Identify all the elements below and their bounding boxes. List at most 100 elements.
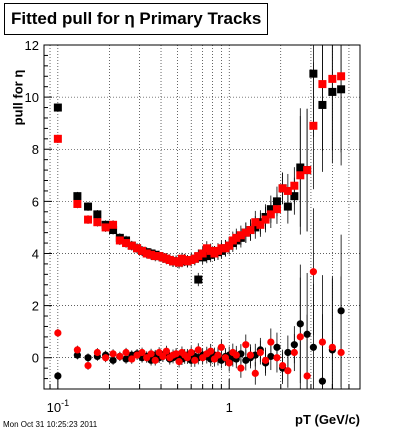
data-point-s3 xyxy=(309,343,317,351)
data-point-s2 xyxy=(246,226,255,235)
data-point-s2 xyxy=(266,210,275,219)
tick-labels: 0 2 4 6 8 10 12 10-1 1 xyxy=(25,38,233,415)
data-point-s2 xyxy=(122,239,131,248)
data-point-s3 xyxy=(303,330,311,338)
data-point-s1 xyxy=(53,103,62,112)
data-point-s4 xyxy=(122,348,130,357)
data-point-s1 xyxy=(73,192,82,201)
data-point-s4 xyxy=(337,348,345,357)
data-point-s2 xyxy=(256,220,265,229)
data-point-s4 xyxy=(237,364,245,372)
data-point-s2 xyxy=(53,134,62,143)
y-tick-label: 2 xyxy=(32,299,39,314)
data-point-s1 xyxy=(251,223,260,232)
data-point-s2 xyxy=(198,249,207,258)
data-point-s4 xyxy=(246,351,255,359)
data-point-s2 xyxy=(73,199,82,208)
data-point-s2 xyxy=(261,215,270,224)
data-point-s2 xyxy=(194,252,203,261)
data-point-s4 xyxy=(328,343,336,351)
data-point-s2 xyxy=(93,218,102,227)
data-point-s2 xyxy=(337,72,346,81)
timestamp: Mon Oct 31 10:25:23 2011 xyxy=(3,420,98,429)
data-point-s1 xyxy=(337,85,346,94)
data-point-s4 xyxy=(128,355,136,363)
data-point-s2 xyxy=(147,250,156,259)
data-point-s4 xyxy=(251,369,259,377)
data-point-s2 xyxy=(283,186,292,195)
data-point-s1 xyxy=(109,226,118,235)
x-axis-label: pT (GeV/c) xyxy=(295,412,361,427)
grid-lines xyxy=(44,44,360,389)
data-point-s4 xyxy=(162,347,170,355)
data-point-s2 xyxy=(241,228,250,237)
data-point-s3 xyxy=(122,355,130,363)
y-tick-label: 10 xyxy=(25,90,39,105)
data-point-s4 xyxy=(187,348,195,357)
data-point-s4 xyxy=(221,354,229,362)
data-point-s2 xyxy=(232,233,241,242)
data-point-s3 xyxy=(318,377,327,385)
data-point-s4 xyxy=(318,338,327,346)
data-point-s2 xyxy=(309,121,318,130)
data-point-s4 xyxy=(217,343,225,351)
data-point-s4 xyxy=(151,356,159,364)
data-point-s2 xyxy=(84,215,93,224)
data-point-s3 xyxy=(109,356,117,364)
data-point-s2 xyxy=(236,231,245,240)
data-point-s3 xyxy=(267,352,275,361)
data-point-s4 xyxy=(232,351,240,359)
data-point-s1 xyxy=(266,205,275,214)
plot-frame xyxy=(43,44,361,390)
data-point-s2 xyxy=(290,181,299,190)
data-point-s3 xyxy=(284,348,292,357)
data-point-s4 xyxy=(267,338,275,346)
data-point-s2 xyxy=(251,218,260,227)
data-point-s3 xyxy=(273,343,281,351)
data-point-s4 xyxy=(116,352,124,361)
data-point-s4 xyxy=(159,352,167,361)
data-point-s2 xyxy=(133,244,142,253)
x-tick-label: 1 xyxy=(226,400,233,415)
data-point-s1 xyxy=(93,210,102,219)
data-point-s3 xyxy=(337,307,345,315)
data-point-s4 xyxy=(54,329,62,337)
data-point-s4 xyxy=(147,350,155,358)
data-point-s4 xyxy=(214,351,222,359)
data-point-s2 xyxy=(278,184,287,193)
data-point-s2 xyxy=(225,241,234,250)
axes xyxy=(43,44,361,390)
data-point-s4 xyxy=(273,354,281,362)
data-markers xyxy=(53,69,346,385)
data-point-s3 xyxy=(290,341,298,349)
data-point-s2 xyxy=(328,74,337,83)
y-tick-label: 8 xyxy=(32,142,39,157)
data-point-s4 xyxy=(102,354,110,362)
data-point-s1 xyxy=(283,202,292,211)
data-point-s2 xyxy=(115,236,124,245)
data-point-s3 xyxy=(54,372,62,380)
data-point-s4 xyxy=(194,346,202,354)
data-point-s1 xyxy=(328,87,337,96)
y-tick-label: 6 xyxy=(32,194,39,209)
data-point-s1 xyxy=(290,192,299,201)
data-point-s4 xyxy=(296,333,304,341)
data-point-s2 xyxy=(303,166,312,175)
data-point-s2 xyxy=(138,246,147,255)
data-point-s4 xyxy=(284,367,292,375)
data-point-s1 xyxy=(309,69,318,78)
data-point-s2 xyxy=(142,249,151,258)
data-point-s4 xyxy=(172,350,180,358)
data-point-s1 xyxy=(296,163,305,172)
x-tick-label: 10-1 xyxy=(47,398,69,415)
data-point-s4 xyxy=(191,356,199,364)
data-point-s4 xyxy=(93,348,101,357)
data-point-s4 xyxy=(256,348,264,357)
data-point-s4 xyxy=(175,358,183,366)
data-point-s1 xyxy=(194,275,203,284)
data-point-s4 xyxy=(73,346,81,354)
data-point-s4 xyxy=(138,348,146,357)
data-point-s4 xyxy=(279,361,287,370)
data-point-s4 xyxy=(225,359,233,367)
y-axis-label: pull for η xyxy=(10,69,26,126)
